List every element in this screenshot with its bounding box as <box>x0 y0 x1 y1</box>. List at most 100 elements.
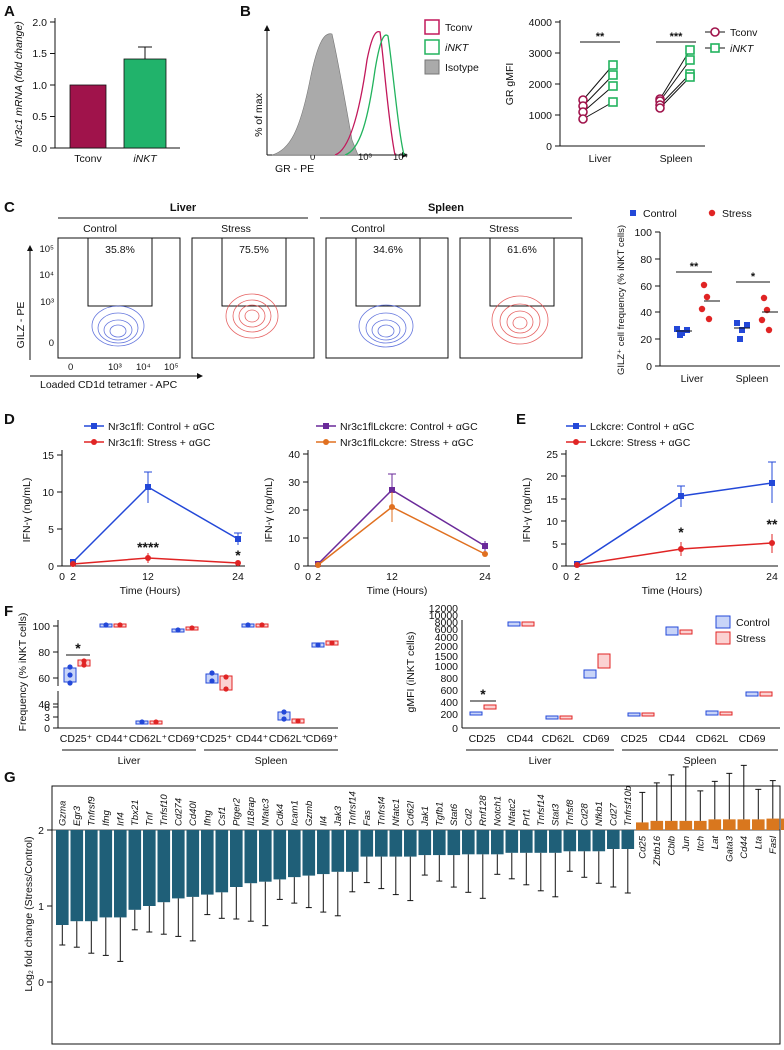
b-gmfi-legend-tconv: Tconv <box>730 27 758 39</box>
a-xlabel-inkt: iNKT <box>133 153 158 165</box>
c-contour-2 <box>358 304 414 348</box>
b-ytick-3: 3000 <box>529 48 553 60</box>
g-label-ifng: Ifng <box>202 809 213 826</box>
c-sig-liver: ** <box>690 261 699 273</box>
d-right-xlabel: Time (Hours) <box>367 585 428 597</box>
e-sig-24h: ** <box>767 516 778 532</box>
panel-a-bar-chart: 0.0 0.5 1.0 1.5 2.0 Nr3c1 mRNA (fold cha… <box>13 17 180 165</box>
d-left-ylabel: IFN-γ (ng/mL) <box>21 478 33 543</box>
g-bar-cd2 <box>462 830 475 855</box>
g-bar-stat6 <box>447 830 461 856</box>
panel-label-d: D <box>4 411 15 428</box>
g-bar-lat <box>708 819 722 830</box>
a-ytick-4: 2.0 <box>32 17 47 29</box>
e-ytick-1: 5 <box>552 539 558 551</box>
panel-b-gmfi-chart: 0 1000 2000 3000 4000 GR gMFI Liver Sple… <box>504 17 758 165</box>
g-label-cdk4: Cdk4 <box>275 804 286 826</box>
f-l-ytick-3: 3 <box>44 712 50 724</box>
g-label-jak3: Jak3 <box>333 805 344 827</box>
panel-label-f: F <box>4 603 13 620</box>
f-r-x-6: CD62L <box>696 733 729 745</box>
g-ytick-1: 1 <box>38 901 44 913</box>
c-contour-1 <box>225 293 279 339</box>
g-label-zbtb16: Zbtb16 <box>652 835 663 866</box>
c-title-2: Control <box>351 223 385 235</box>
b-hist-ylabel: % of max <box>253 92 265 137</box>
a-xlabel-tconv: Tconv <box>74 153 102 165</box>
g-label-lat: Lat <box>710 836 721 850</box>
f-r-x-0: CD25 <box>469 733 496 745</box>
a-ytick-2: 1.0 <box>32 80 47 92</box>
g-label-tnfrsf14: Tnfrsf14 <box>347 791 358 826</box>
g-label-tnfrsf4: Tnfrsf4 <box>376 796 387 826</box>
g-bar-icam1 <box>288 830 301 878</box>
g-bar-rnf128 <box>476 830 490 855</box>
g-label-cd44: Cd44 <box>739 836 750 859</box>
f-r-ytick-0: 0 <box>452 723 458 735</box>
g-ylabel: Log₂ fold change (Stress/Control) <box>23 836 35 991</box>
f-r-group-spleen: Spleen <box>684 755 717 767</box>
f-left-sig: * <box>75 640 81 656</box>
g-bar-foxo3 <box>781 818 784 830</box>
d-l-ytick-1: 5 <box>48 524 54 536</box>
g-label-tnfsf10: Tnfsf10 <box>159 794 170 826</box>
g-bar-gata3 <box>723 819 736 830</box>
g-label-notch1: Notch1 <box>492 796 503 826</box>
c-sy-0: 0 <box>646 361 652 373</box>
d-left-legend-0: Nr3c1fl: Control + αGC <box>108 421 215 433</box>
f-l-ytick-0: 0 <box>44 723 50 735</box>
g-bar-jak3 <box>331 830 345 872</box>
g-label-tbx21: Tbx21 <box>130 800 141 826</box>
f-r-x-5: CD44 <box>659 733 686 745</box>
g-label-tnfsf8: Tnfsf8 <box>565 799 576 826</box>
g-bar-tgfb1 <box>433 830 446 856</box>
f-r-ytick-2: 400 <box>440 697 458 709</box>
g-bar-tnfrsf4 <box>375 830 388 857</box>
f-r-x-2: CD62L <box>542 733 575 745</box>
g-bar-cblb <box>665 820 678 830</box>
g-label-cblb: Cblb <box>666 836 677 856</box>
b-hist-inkt <box>344 34 405 156</box>
g-bar-tnfrsf10b <box>621 830 635 849</box>
f-r-ytick-12: 12000 <box>429 603 458 615</box>
g-label-fasl: Fasl <box>768 835 779 854</box>
g-bar-egr3 <box>70 830 84 922</box>
c-xtick-3: 10⁵ <box>164 362 179 373</box>
g-bar-cd27 <box>607 830 620 849</box>
panel-label-a: A <box>4 3 15 20</box>
g-label-tgfb1: Tgfb1 <box>434 802 445 826</box>
g-bar-tnfsf14 <box>534 830 548 853</box>
g-bar-cd44 <box>737 819 751 830</box>
g-label-il4: Il4 <box>318 816 329 826</box>
f-r-x-4: CD25 <box>621 733 648 745</box>
b-ytick-0: 0 <box>546 141 552 153</box>
d-sig-12h: **** <box>137 539 159 555</box>
panel-d-right: Nr3c1flLckcre: Control + αGC Nr3c1flLckc… <box>263 421 491 597</box>
panel-d-left: Nr3c1fl: Control + αGC Nr3c1fl: Stress +… <box>21 421 245 597</box>
b-gmfi-ylabel: GR gMFI <box>504 63 516 106</box>
e-ylabel: IFN-γ (ng/mL) <box>521 478 533 543</box>
d-right-ylabel: IFN-γ (ng/mL) <box>263 478 275 543</box>
f-r-ytick-5: 1000 <box>435 661 459 673</box>
panel-g-chart: 2 1 0 Log₂ fold change (Stress/Control) … <box>23 764 784 1045</box>
g-bar-tnfrsf14 <box>346 830 359 872</box>
a-ytick-3: 1.5 <box>32 48 47 60</box>
d-r-ytick-3: 30 <box>288 477 300 489</box>
a-ylabel: Nr3c1 mRNA (fold change) <box>13 21 25 147</box>
b-group-liver: Liver <box>589 153 612 165</box>
g-label-jak1: Jak1 <box>420 806 431 827</box>
d-l-ytick-3: 15 <box>42 450 54 462</box>
c-sy-2: 40 <box>640 307 652 319</box>
g-ytick-2: 2 <box>38 825 44 837</box>
g-label-tnfrsf10b: Tnfrsf10b <box>623 786 634 826</box>
c-legend-control: Control <box>643 208 677 220</box>
panel-c-flow-plots: Liver Spleen Control Stress Control Stre… <box>15 202 583 391</box>
g-label-cd62l: Cd62l <box>405 800 416 826</box>
f-l-ytick-100: 100 <box>32 621 50 633</box>
e-xtick-0: 0 <box>563 571 569 583</box>
d-right-legend-0: Nr3c1flLckcre: Control + αGC <box>340 421 478 433</box>
g-bar-fas <box>360 830 374 857</box>
c-title-1: Stress <box>221 223 251 235</box>
c-sy-3: 60 <box>640 281 652 293</box>
e-ytick-3: 15 <box>546 494 558 506</box>
